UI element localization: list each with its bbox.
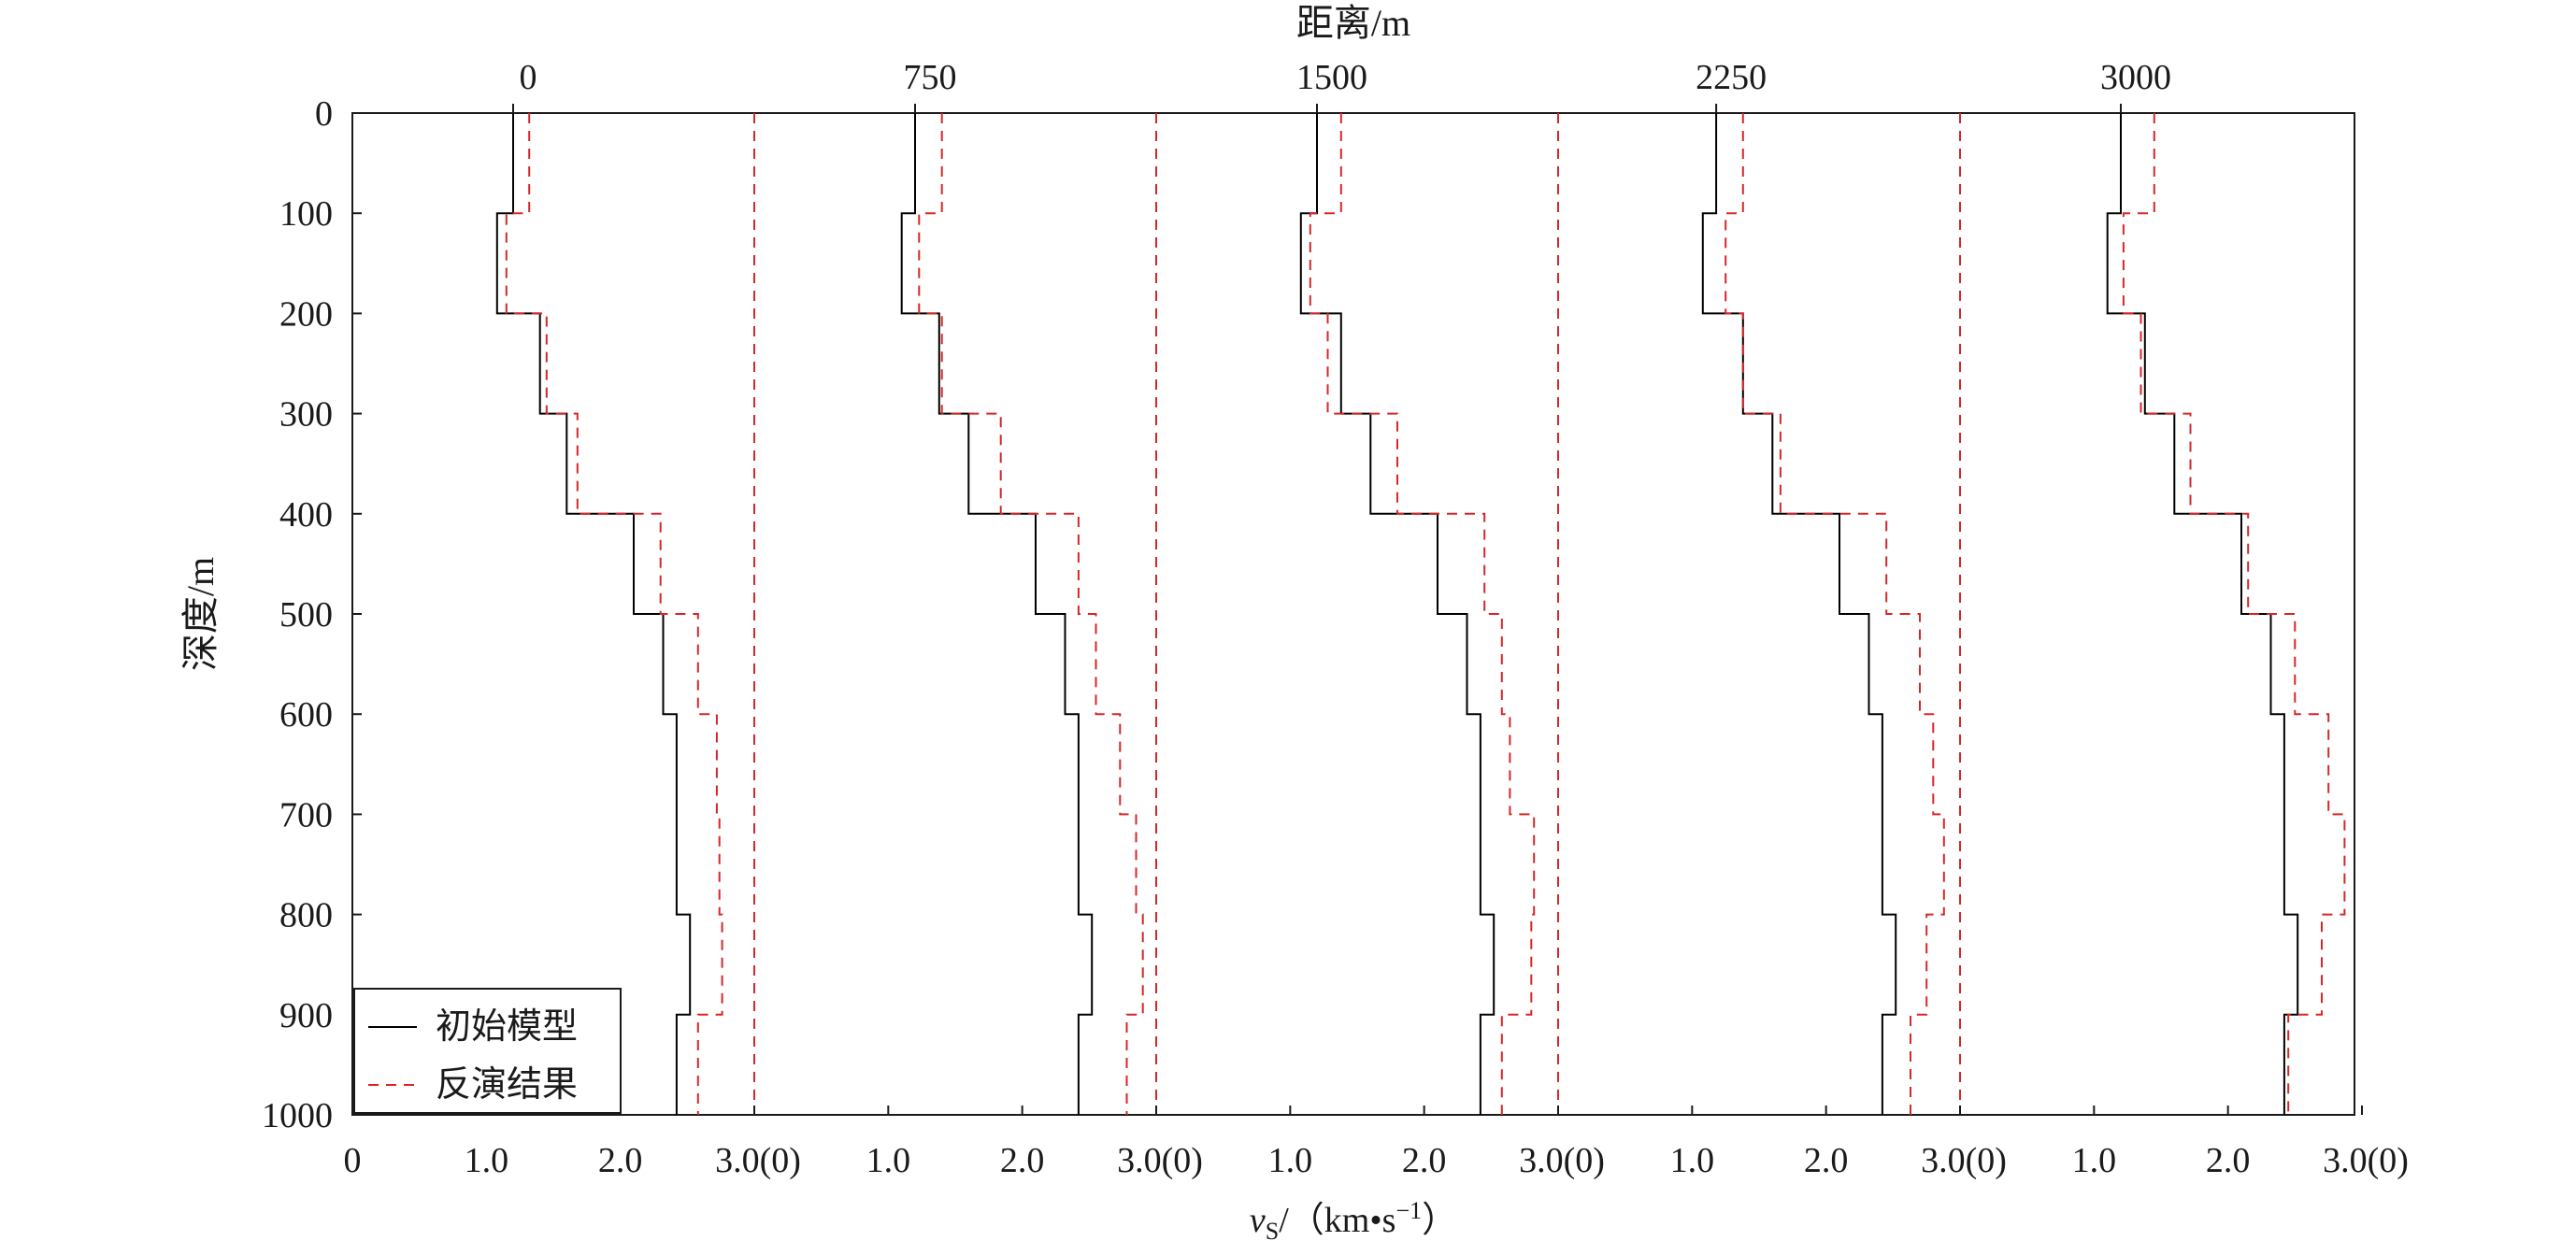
inversion-result-line-0 — [505, 113, 723, 1115]
x-tick-label-p4-1: 2.0 — [2206, 1141, 2251, 1180]
y-tick-label-900: 900 — [279, 996, 333, 1035]
initial-model-line-2250 — [1701, 113, 1897, 1115]
y-tick-label-1000: 1000 — [262, 1096, 333, 1135]
x-tick-label-p0-2: 2.0 — [598, 1141, 643, 1180]
initial-model-line-3000 — [2106, 113, 2299, 1115]
x-tick-label-p3-0: 1.0 — [1670, 1141, 1715, 1180]
y-tick-label-600: 600 — [279, 695, 333, 735]
x-tick-label-p3-2: 3.0(0) — [1921, 1141, 2007, 1180]
x-tick-label-p1-0: 1.0 — [866, 1141, 911, 1180]
top-tick-label-2250: 2250 — [1696, 58, 1767, 97]
x-tick-label-p1-2: 3.0(0) — [1117, 1141, 1203, 1180]
initial-model-line-1500 — [1299, 113, 1496, 1115]
y-tick-label-500: 500 — [279, 595, 333, 635]
y-tick-label-400: 400 — [279, 495, 333, 535]
x-axis-title: vS/（km•s−1） — [1250, 1197, 1457, 1241]
legend-initial-label: 初始模型 — [436, 1007, 578, 1047]
y-tick-label-200: 200 — [279, 294, 333, 334]
x-tick-label-p0-1: 1.0 — [465, 1141, 509, 1180]
x-tick-label-p4-2: 3.0(0) — [2323, 1141, 2409, 1180]
inversion-result-line-3000 — [2122, 113, 2346, 1115]
y-tick-label-100: 100 — [279, 194, 333, 234]
x-axis-title-sup: −1 — [1395, 1197, 1422, 1224]
legend: 初始模型 反演结果 — [353, 988, 622, 1114]
axis-layer: 0 0 1.0 2.0 3.0(0) 750 1.0 2.0 3.0(0) 1500 1.0 2.0 3… — [262, 58, 2409, 1180]
y-tick-label-700: 700 — [279, 795, 333, 834]
x-axis-title-var: v — [1250, 1201, 1266, 1240]
x-tick-label-p4-0: 1.0 — [2072, 1141, 2117, 1180]
x-tick-label-p2-2: 3.0(0) — [1519, 1141, 1605, 1180]
inversion-result-line-750 — [918, 113, 1144, 1115]
inversion-result-line-2250 — [1724, 113, 1945, 1115]
y-axis-title: 深度/m — [179, 557, 222, 671]
initial-model-line-750 — [900, 113, 1094, 1115]
initial-model-line-0 — [495, 113, 692, 1115]
x-tick-label-p2-0: 1.0 — [1268, 1141, 1313, 1180]
x-tick-label-p1-1: 2.0 — [1000, 1141, 1045, 1180]
top-tick-label-1500: 1500 — [1296, 58, 1367, 97]
x-tick-label-p3-1: 2.0 — [1804, 1141, 1849, 1180]
x-axis-title-mid: /（km•s — [1279, 1201, 1395, 1240]
x-axis-title-end: ） — [1422, 1201, 1457, 1240]
y-tick-label-300: 300 — [279, 395, 333, 435]
top-tick-label-750: 750 — [904, 58, 957, 97]
y-tick-label-0: 0 — [315, 94, 333, 134]
x-axis-title-sub: S — [1266, 1218, 1279, 1241]
panel-dividers — [753, 113, 1961, 1115]
top-tick-label-0: 0 — [520, 58, 537, 97]
legend-inversion-label: 反演结果 — [436, 1065, 578, 1105]
x-tick-label-p0-0: 0 — [344, 1141, 362, 1180]
series-layer — [495, 113, 2346, 1115]
x-tick-label-p0-3: 3.0(0) — [715, 1141, 801, 1180]
top-tick-label-3000: 3000 — [2100, 58, 2171, 97]
legend-box — [353, 988, 622, 1114]
inversion-result-line-1500 — [1309, 113, 1536, 1115]
y-tick-label-800: 800 — [279, 896, 333, 935]
x-tick-label-p2-1: 2.0 — [1402, 1141, 1447, 1180]
top-axis-title: 距离/m — [1296, 2, 1410, 44]
